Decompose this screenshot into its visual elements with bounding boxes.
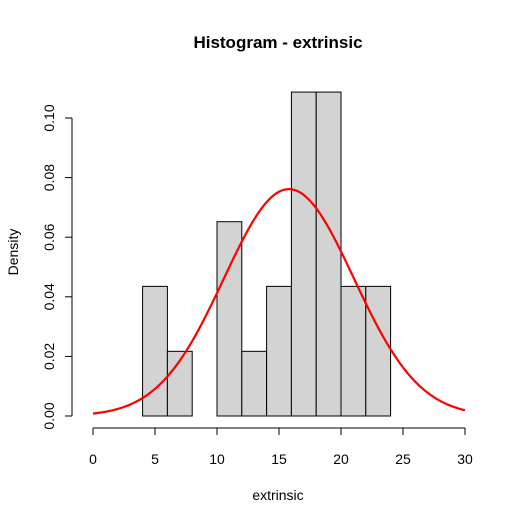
x-tick-label-3: 15	[271, 451, 287, 467]
histogram-bar-4	[241, 350, 268, 417]
y-axis: 0.00 0.02 0.04 0.06 0.08 0.10	[41, 104, 73, 430]
y-tick-label-1: 0.02	[41, 343, 57, 370]
histogram-bar-6	[290, 91, 317, 417]
histogram-bar-9	[365, 285, 392, 417]
y-tick-label-2: 0.04	[41, 283, 57, 310]
chart-title: Histogram - extrinsic	[193, 33, 362, 52]
histogram-bar-8	[340, 285, 367, 417]
x-tick-label-5: 25	[395, 451, 411, 467]
y-tick-label-0: 0.00	[41, 402, 57, 429]
y-tick-label-3: 0.06	[41, 223, 57, 250]
x-axis-label: extrinsic	[252, 487, 303, 503]
y-tick-label-5: 0.10	[41, 104, 57, 131]
x-tick-label-4: 20	[333, 451, 349, 467]
histogram-bar-7	[315, 91, 342, 417]
bars-group	[142, 91, 392, 417]
x-tick-label-2: 10	[209, 451, 225, 467]
density-curve	[92, 188, 466, 415]
x-tick-label-0: 0	[89, 451, 97, 467]
y-axis-label: Density	[5, 229, 21, 276]
x-tick-label-1: 5	[151, 451, 159, 467]
histogram-bar-5	[266, 285, 292, 417]
y-tick-label-4: 0.08	[41, 164, 57, 191]
x-axis: 0 5 10 15 20 25 30	[89, 427, 473, 467]
x-tick-label-6: 30	[457, 451, 473, 467]
histogram-bar-3	[216, 221, 243, 417]
